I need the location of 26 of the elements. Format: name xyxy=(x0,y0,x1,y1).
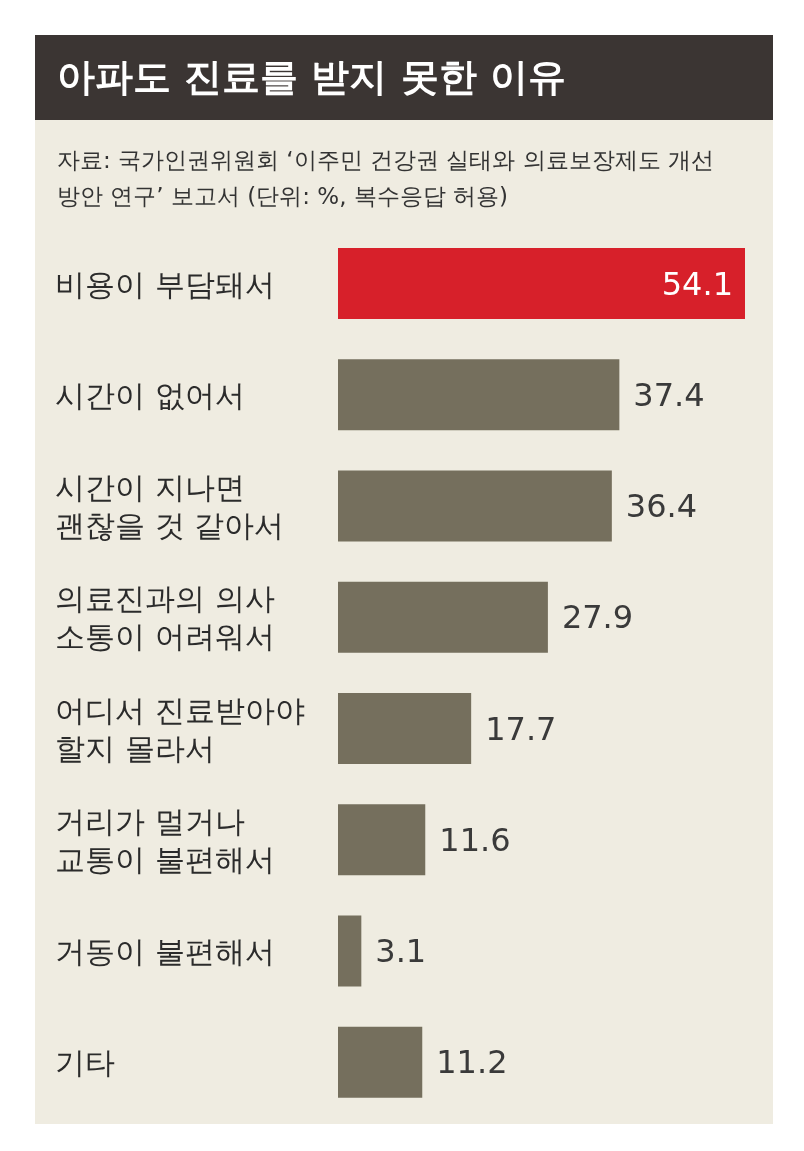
bar xyxy=(338,915,362,987)
bar xyxy=(338,248,745,320)
y-tick-label: 시간이 없어서 xyxy=(55,377,245,413)
data-label: 36.4 xyxy=(625,487,698,526)
data-label: 11.6 xyxy=(439,820,511,859)
bar xyxy=(338,470,612,542)
y-tick-label: 거동이 불편해서 xyxy=(55,933,275,969)
chart-title: 아파도 진료를 받지 못한 이유 xyxy=(35,35,773,120)
chart-subtitle: 자료: 국가인권위원회 ‘이주민 건강권 실태와 의료보장제도 개선방안 연구’ 보고서 (단위: %, 복수응답 허용) xyxy=(56,146,715,211)
data-label: 17.7 xyxy=(485,709,557,748)
data-label: 3.1 xyxy=(375,932,427,971)
data-label: 54.1 xyxy=(661,264,733,303)
y-tick-label: 비용이 부담돼서 xyxy=(55,266,275,302)
bar xyxy=(338,804,426,876)
data-label: 11.2 xyxy=(436,1043,508,1082)
y-tick-label: 거리가 멀거나 교통이 불편해서 xyxy=(55,803,275,877)
bar xyxy=(338,581,548,653)
bar xyxy=(338,693,472,765)
y-tick-label: 시간이 지나면 괜찮을 것 같아서 xyxy=(55,469,285,543)
data-label: 37.4 xyxy=(633,375,705,414)
bar xyxy=(338,1026,423,1098)
y-tick-label: 기타 xyxy=(55,1044,115,1080)
bar xyxy=(338,359,620,431)
y-tick-label: 어디서 진료받아야 할지 몰라서 xyxy=(55,692,305,766)
y-tick-label: 의료진과의 의사 소통이 어려워서 xyxy=(55,580,275,654)
data-label: 27.9 xyxy=(561,598,634,637)
